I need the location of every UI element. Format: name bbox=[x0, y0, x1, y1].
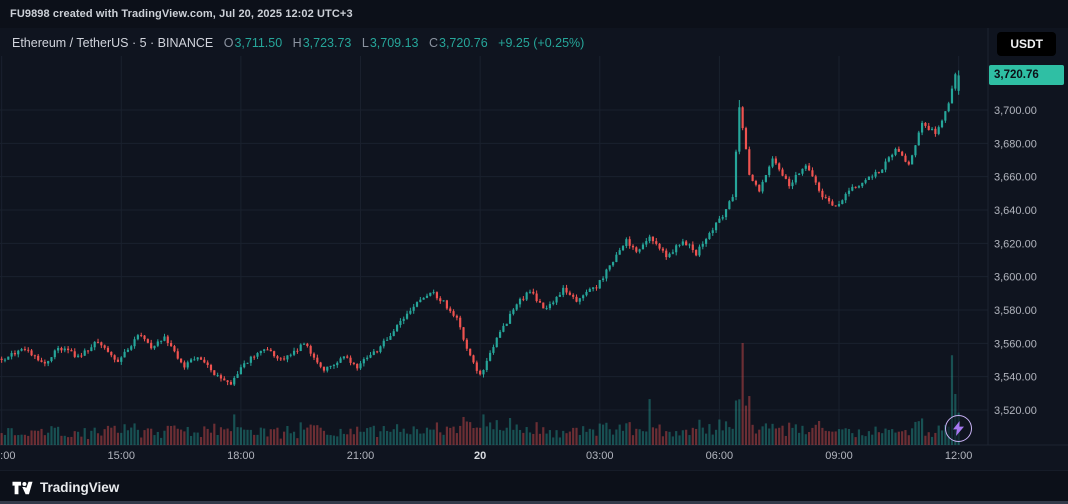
svg-text:12:00: 12:00 bbox=[945, 450, 973, 462]
change-value: +9.25 (+0.25%) bbox=[498, 36, 585, 50]
svg-text:12:00: 12:00 bbox=[0, 450, 15, 462]
axes-layer: 3,700.00 3,680.00 3,660.00 3,640.00 3,620.00… bbox=[0, 105, 1037, 462]
watermark-text: FU9898 created with TradingView.com, Jul… bbox=[10, 8, 353, 20]
low-label: L bbox=[361, 36, 369, 50]
svg-text:3,560.00: 3,560.00 bbox=[994, 338, 1037, 350]
svg-text:3,580.00: 3,580.00 bbox=[994, 305, 1037, 317]
svg-text:03:00: 03:00 bbox=[586, 450, 614, 462]
boost-button[interactable] bbox=[945, 415, 972, 442]
logo-bar: TradingView bbox=[0, 470, 1068, 504]
grid-layer bbox=[0, 28, 1068, 446]
symbol-legend: Ethereum / TetherUS · 5 · BINANCE O3,711… bbox=[12, 36, 584, 50]
open-label: O bbox=[223, 36, 234, 50]
candlestick-chart[interactable]: 3,700.00 3,680.00 3,660.00 3,640.00 3,620.00… bbox=[0, 28, 1068, 470]
svg-text:3,660.00: 3,660.00 bbox=[994, 172, 1037, 184]
svg-text:06:00: 06:00 bbox=[706, 450, 734, 462]
volume-layer bbox=[0, 343, 960, 445]
close-value: 3,720.76 bbox=[439, 36, 488, 50]
svg-text:20: 20 bbox=[474, 450, 486, 462]
brand-wordmark[interactable]: TradingView bbox=[40, 480, 120, 495]
high-value: 3,723.73 bbox=[302, 36, 352, 50]
svg-text:3,640.00: 3,640.00 bbox=[994, 205, 1037, 217]
svg-text:18:00: 18:00 bbox=[227, 450, 255, 462]
chart-area: 3,700.00 3,680.00 3,660.00 3,640.00 3,620.00… bbox=[0, 28, 1068, 470]
candles-layer bbox=[0, 70, 960, 387]
svg-text:3,620.00: 3,620.00 bbox=[994, 238, 1037, 250]
open-value: 3,711.50 bbox=[234, 36, 283, 50]
high-label: H bbox=[292, 36, 302, 50]
tradingview-logo[interactable] bbox=[12, 481, 33, 495]
svg-text:3,520.00: 3,520.00 bbox=[994, 405, 1037, 417]
currency-toggle-button[interactable]: USDT bbox=[997, 32, 1056, 56]
svg-text:3,680.00: 3,680.00 bbox=[994, 138, 1037, 150]
lightning-icon bbox=[953, 421, 964, 436]
window-edge-strip bbox=[0, 501, 1068, 504]
svg-text:3,540.00: 3,540.00 bbox=[994, 372, 1037, 384]
symbol-title[interactable]: Ethereum / TetherUS · 5 · BINANCE bbox=[12, 36, 214, 50]
svg-text:09:00: 09:00 bbox=[825, 450, 853, 462]
low-value: 3,709.13 bbox=[369, 36, 419, 50]
svg-text:3,600.00: 3,600.00 bbox=[994, 272, 1037, 284]
svg-text:15:00: 15:00 bbox=[108, 450, 136, 462]
svg-text:21:00: 21:00 bbox=[347, 450, 375, 462]
svg-text:3,700.00: 3,700.00 bbox=[994, 105, 1037, 117]
watermark-bar: FU9898 created with TradingView.com, Jul… bbox=[0, 0, 1068, 28]
close-label: C bbox=[428, 36, 438, 50]
last-price-badge[interactable]: 3,720.76 bbox=[989, 65, 1064, 86]
